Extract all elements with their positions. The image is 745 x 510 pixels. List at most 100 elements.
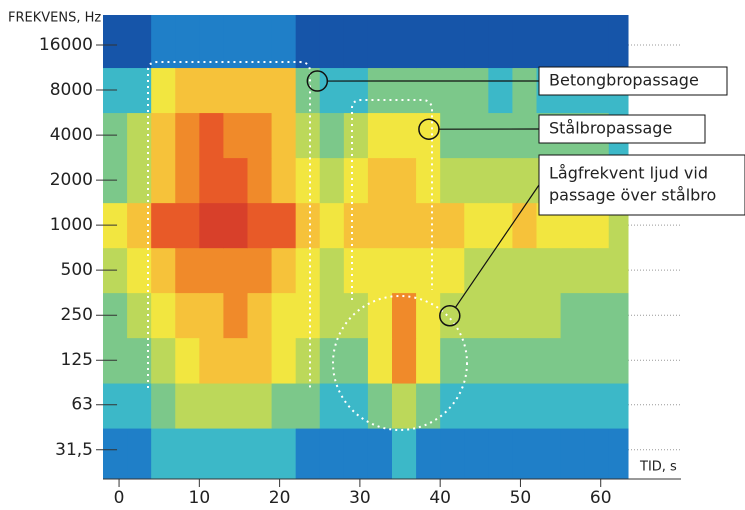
cell	[609, 338, 629, 384]
cell	[344, 158, 369, 204]
cell	[585, 428, 610, 478]
cell	[151, 383, 176, 429]
cell	[151, 428, 176, 478]
cell	[392, 15, 417, 68]
cell	[392, 383, 417, 429]
cell	[512, 428, 537, 478]
cell	[199, 113, 224, 159]
cell	[585, 248, 610, 293]
cell	[512, 158, 537, 204]
cell	[151, 203, 176, 249]
cell	[392, 293, 417, 339]
cell	[175, 113, 200, 159]
cell	[392, 203, 417, 249]
cell	[416, 15, 441, 68]
cell	[537, 338, 562, 384]
cell	[416, 383, 441, 429]
cell	[175, 248, 200, 293]
y-tick-label: 500	[61, 260, 93, 280]
cell	[440, 158, 465, 204]
cell	[175, 68, 200, 114]
cell	[512, 338, 537, 384]
cell	[464, 113, 489, 159]
cell	[488, 383, 513, 429]
cell	[103, 15, 128, 68]
cell	[199, 158, 224, 204]
cell	[320, 15, 345, 68]
y-tick-label: 8000	[50, 80, 93, 100]
cell	[416, 293, 441, 339]
cell	[585, 338, 610, 384]
cell	[609, 428, 629, 478]
cell	[512, 383, 537, 429]
cell	[223, 428, 248, 478]
cell	[585, 383, 610, 429]
cell	[344, 68, 369, 114]
cell	[151, 293, 176, 339]
y-tick-label: 125	[61, 350, 93, 370]
cell	[223, 248, 248, 293]
cell	[512, 203, 537, 249]
cell	[464, 15, 489, 68]
cell	[320, 113, 345, 159]
cell	[464, 383, 489, 429]
cell	[248, 338, 273, 384]
cell	[248, 68, 273, 114]
cell	[416, 428, 441, 478]
cell	[320, 293, 345, 339]
x-tick-label: 50	[510, 488, 532, 508]
cell	[199, 383, 224, 429]
cell	[223, 293, 248, 339]
cell	[464, 293, 489, 339]
cell	[561, 383, 586, 429]
cell	[537, 428, 562, 478]
cell	[223, 338, 248, 384]
cell	[296, 113, 321, 159]
cell	[440, 15, 465, 68]
annotation-text: Lågfrekvent ljud vid	[549, 164, 708, 183]
cell	[440, 203, 465, 249]
chart: 31,5631252505001000200040008000160000102…	[0, 0, 745, 510]
cell	[175, 203, 200, 249]
cell	[537, 383, 562, 429]
cell	[175, 428, 200, 478]
cell	[392, 158, 417, 204]
cell	[199, 428, 224, 478]
cell	[320, 68, 345, 114]
cell	[392, 113, 417, 159]
cell	[320, 158, 345, 204]
cell	[320, 203, 345, 249]
cell	[561, 428, 586, 478]
cell	[561, 248, 586, 293]
cell	[127, 15, 152, 68]
cell	[368, 68, 393, 114]
y-tick-label: 63	[71, 395, 93, 415]
cell	[296, 428, 321, 478]
cell	[392, 338, 417, 384]
cell	[488, 338, 513, 384]
y-tick-label: 2000	[50, 170, 93, 190]
cell	[175, 15, 200, 68]
y-tick-label: 31,5	[55, 440, 93, 460]
cell	[151, 113, 176, 159]
cell	[488, 293, 513, 339]
cell	[440, 248, 465, 293]
cell	[416, 203, 441, 249]
cell	[368, 203, 393, 249]
x-tick-label: 10	[189, 488, 211, 508]
cell	[199, 203, 224, 249]
cell	[512, 68, 537, 114]
y-tick-label: 1000	[50, 215, 93, 235]
cell	[127, 428, 152, 478]
cell	[103, 383, 128, 429]
cell	[537, 293, 562, 339]
cell	[464, 68, 489, 114]
cell	[320, 428, 345, 478]
cell	[609, 383, 629, 429]
cell	[248, 383, 273, 429]
cell	[368, 113, 393, 159]
cell	[609, 293, 629, 339]
cell	[272, 68, 297, 114]
x-tick-label: 30	[349, 488, 371, 508]
cell	[561, 293, 586, 339]
